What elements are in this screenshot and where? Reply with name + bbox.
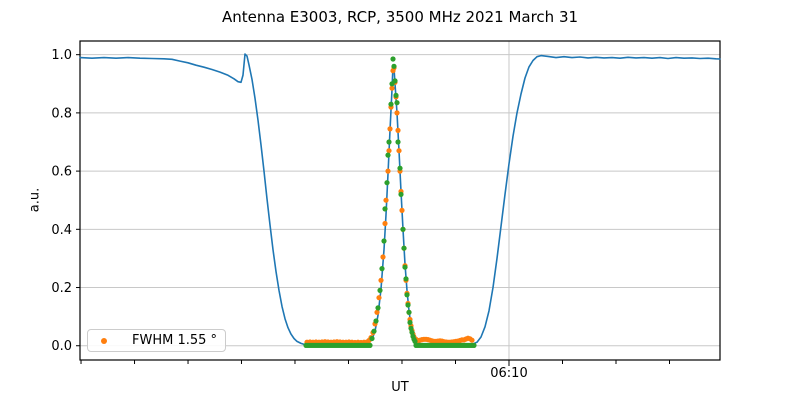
fit-points-dot bbox=[388, 101, 394, 107]
fit-points-dot bbox=[409, 329, 415, 335]
fit-points-dot bbox=[369, 335, 375, 342]
fit-points-dot bbox=[391, 63, 397, 69]
x-axis-label: UT bbox=[391, 380, 409, 395]
legend: FWHM 1.55 ° bbox=[87, 329, 226, 352]
fit-points-dot bbox=[377, 287, 383, 293]
y-tick-label: 0.4 bbox=[51, 223, 72, 238]
fit-points-dot bbox=[397, 165, 403, 171]
measured-points-dot bbox=[395, 127, 401, 133]
fit-points-dot bbox=[395, 139, 401, 145]
fit-points-dot bbox=[471, 342, 477, 348]
fit-points-dot bbox=[379, 266, 385, 272]
measured-points-dot bbox=[378, 277, 384, 283]
fit-points-dot bbox=[373, 318, 379, 324]
drift-scan-line bbox=[79, 53, 721, 347]
fit-points-dot bbox=[381, 238, 387, 244]
fit-points-dot bbox=[403, 276, 409, 282]
fit-points-dot bbox=[375, 305, 381, 311]
measured-points-dot bbox=[376, 295, 382, 301]
fit-points-dot bbox=[405, 302, 411, 308]
measured-points-dot bbox=[383, 197, 389, 203]
y-tick-label: 0.6 bbox=[51, 165, 72, 180]
measured-points-dot bbox=[396, 148, 402, 154]
fit-points-dot bbox=[402, 264, 408, 270]
fit-points-dot bbox=[401, 245, 407, 251]
fit-points-dot bbox=[408, 325, 414, 331]
fit-points-dot bbox=[386, 139, 392, 145]
fit-points-dot bbox=[392, 78, 398, 84]
fit-points-dot bbox=[382, 206, 388, 212]
fit-points-dot bbox=[398, 191, 404, 197]
fit-points-dot bbox=[367, 342, 373, 348]
measured-points-dot bbox=[389, 85, 395, 91]
measured-points-dot bbox=[386, 148, 392, 154]
x-tick-label: 06:10 bbox=[490, 366, 527, 381]
fit-points-dot bbox=[384, 180, 390, 186]
fit-points-dot bbox=[404, 292, 410, 298]
fit-points-dot bbox=[393, 92, 399, 98]
y-tick-label: 0.8 bbox=[51, 106, 72, 121]
fit-points-dot bbox=[406, 309, 412, 315]
chart-title: Antenna E3003, RCP, 3500 MHz 2021 March … bbox=[221, 8, 579, 26]
fit-points-dot bbox=[385, 152, 391, 158]
fit-points-dot bbox=[407, 319, 413, 326]
y-tick-label: 0.2 bbox=[51, 281, 72, 296]
measured-points-dot bbox=[380, 254, 386, 260]
measured-points-dot bbox=[382, 220, 388, 227]
fit-points-dot bbox=[412, 338, 418, 344]
fit-points-dot bbox=[400, 226, 406, 232]
measured-points-dot bbox=[387, 126, 393, 132]
measured-points-dot bbox=[394, 110, 400, 116]
fit-points-dot bbox=[390, 56, 396, 62]
fit-points-dot bbox=[394, 100, 400, 106]
measured-points-dot bbox=[469, 337, 475, 343]
measured-points-dot bbox=[385, 168, 391, 174]
legend-label: FWHM 1.55 ° bbox=[132, 333, 218, 348]
axes-spines bbox=[79, 40, 721, 361]
y-tick-label: 1.0 bbox=[51, 48, 72, 63]
y-tick-label: 0.0 bbox=[51, 339, 72, 354]
measured-points-dot bbox=[374, 309, 380, 315]
measured-points-dot bbox=[399, 207, 405, 213]
legend-marker-dot-icon bbox=[101, 337, 107, 344]
fit-points-dot bbox=[371, 328, 377, 334]
